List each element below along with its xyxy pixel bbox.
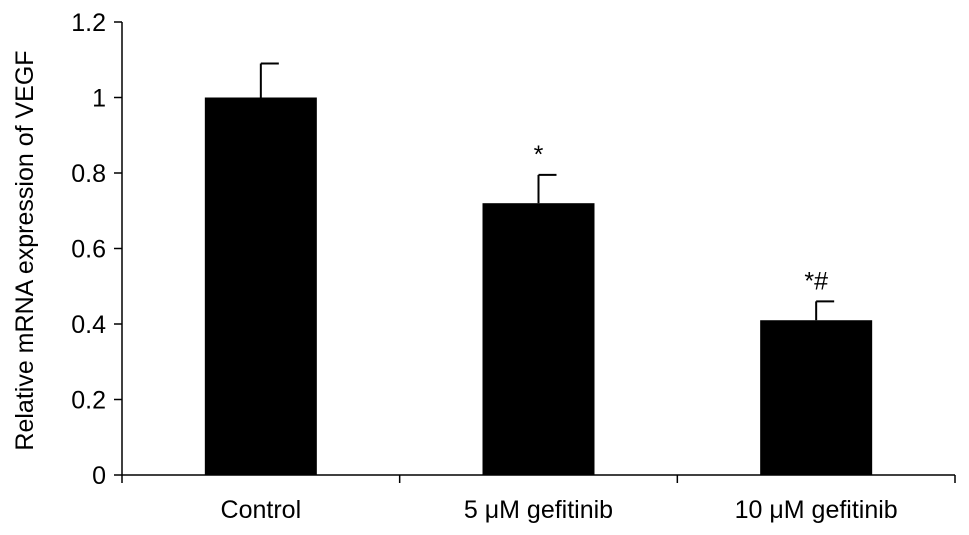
bar bbox=[204, 97, 317, 475]
category-label: 5 μM gefitinib bbox=[464, 496, 613, 524]
y-axis-title-group: Relative mRNA expression of VEGF bbox=[11, 50, 39, 450]
significance-marker: * bbox=[534, 141, 544, 169]
category-labels: Control 5 μM gefitinib 10 μM gefitinib bbox=[221, 496, 898, 524]
significance-annotations: * *# bbox=[534, 141, 828, 295]
y-tick-label: 0.6 bbox=[71, 236, 106, 264]
category-label: Control bbox=[221, 496, 302, 524]
y-tick-label: 0.4 bbox=[71, 311, 106, 339]
y-axis-title: Relative mRNA expression of VEGF bbox=[11, 50, 39, 450]
bar bbox=[760, 320, 873, 475]
y-tick-label: 1.2 bbox=[71, 9, 106, 37]
y-tick-label: 0.2 bbox=[71, 387, 106, 415]
significance-marker: *# bbox=[804, 267, 828, 295]
y-tick-label: 1 bbox=[92, 85, 106, 113]
bar bbox=[482, 203, 595, 475]
category-label: 10 μM gefitinib bbox=[735, 496, 898, 524]
y-tick-label: 0 bbox=[92, 462, 106, 490]
y-tick-label: 0.8 bbox=[71, 160, 106, 188]
bars bbox=[204, 62, 873, 475]
y-ticks: 0 0.2 0.4 0.6 0.8 1 1.2 bbox=[71, 9, 122, 490]
